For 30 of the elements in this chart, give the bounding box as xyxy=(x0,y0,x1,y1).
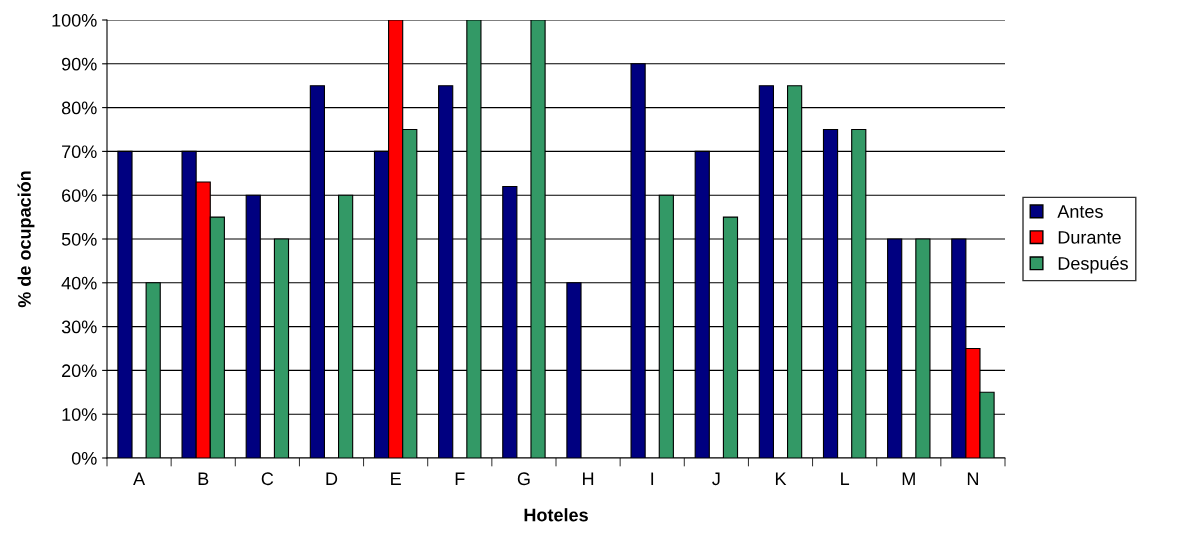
y-tick-label: 60% xyxy=(62,189,97,202)
x-tick-label: I xyxy=(651,472,654,485)
x-tick-label: E xyxy=(391,472,401,485)
legend-label: Durante xyxy=(1058,231,1121,244)
y-tick-label: 40% xyxy=(61,276,97,290)
x-tick-label: N xyxy=(967,472,978,485)
x-tick-label: G xyxy=(517,472,530,486)
x-tick-label: M xyxy=(902,472,915,485)
x-tick-label: F xyxy=(455,472,465,485)
x-axis-title: Hoteles xyxy=(524,508,588,522)
legend-label: Antes xyxy=(1057,205,1103,218)
x-tick-label: K xyxy=(775,472,787,485)
y-tick-label: 20% xyxy=(62,364,97,378)
y-tick-label: 10% xyxy=(62,408,97,421)
y-axis-title: % de ocupación xyxy=(17,171,35,308)
y-tick-label: 100% xyxy=(52,13,97,27)
y-tick-label: 80% xyxy=(61,101,97,115)
y-tick-label: 50% xyxy=(61,232,97,246)
y-tick-label: 90% xyxy=(61,57,97,71)
x-tick-label: J xyxy=(712,472,720,486)
x-tick-label: B xyxy=(198,472,209,485)
y-tick-label: 30% xyxy=(61,320,97,334)
y-tick-label: 70% xyxy=(62,145,97,159)
x-tick-label: L xyxy=(841,472,850,485)
legend-label: Después xyxy=(1058,256,1128,274)
y-tick-label: 0% xyxy=(71,451,97,465)
x-tick-label: D xyxy=(326,472,338,485)
x-tick-label: C xyxy=(261,472,274,486)
x-tick-label: H xyxy=(583,472,594,485)
x-tick-label: A xyxy=(133,472,146,485)
